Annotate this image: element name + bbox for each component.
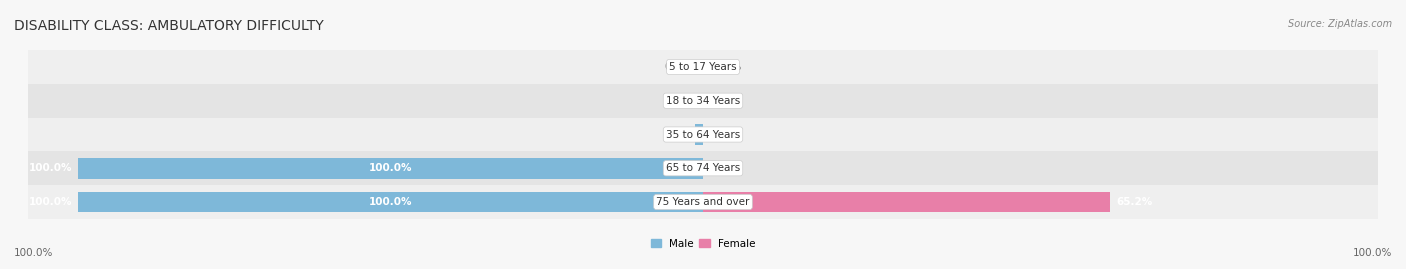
Text: 18 to 34 Years: 18 to 34 Years bbox=[666, 96, 740, 106]
Text: 65.2%: 65.2% bbox=[1116, 197, 1153, 207]
Text: 75 Years and over: 75 Years and over bbox=[657, 197, 749, 207]
Text: 35 to 64 Years: 35 to 64 Years bbox=[666, 129, 740, 140]
Bar bbox=[695, 124, 703, 145]
Text: 1.3%: 1.3% bbox=[664, 129, 690, 140]
Text: 65 to 74 Years: 65 to 74 Years bbox=[666, 163, 740, 173]
Text: 0.0%: 0.0% bbox=[716, 129, 742, 140]
Bar bbox=[28, 118, 1378, 151]
Bar bbox=[28, 50, 1378, 84]
Text: 100.0%: 100.0% bbox=[14, 248, 53, 258]
Legend: Male, Female: Male, Female bbox=[647, 235, 759, 253]
Text: 100.0%: 100.0% bbox=[28, 163, 72, 173]
Bar bbox=[79, 158, 703, 179]
Text: Source: ZipAtlas.com: Source: ZipAtlas.com bbox=[1288, 19, 1392, 29]
Bar bbox=[28, 185, 1378, 219]
Text: 0.0%: 0.0% bbox=[716, 62, 742, 72]
Text: DISABILITY CLASS: AMBULATORY DIFFICULTY: DISABILITY CLASS: AMBULATORY DIFFICULTY bbox=[14, 19, 323, 33]
Bar bbox=[79, 192, 703, 213]
Text: 100.0%: 100.0% bbox=[28, 197, 72, 207]
Text: 100.0%: 100.0% bbox=[368, 163, 412, 173]
Text: 0.0%: 0.0% bbox=[716, 96, 742, 106]
Text: 100.0%: 100.0% bbox=[1353, 248, 1392, 258]
Bar bbox=[703, 192, 1111, 213]
Text: 0.0%: 0.0% bbox=[664, 62, 690, 72]
Text: 5 to 17 Years: 5 to 17 Years bbox=[669, 62, 737, 72]
Text: 0.0%: 0.0% bbox=[664, 96, 690, 106]
Text: 100.0%: 100.0% bbox=[368, 197, 412, 207]
Text: 0.0%: 0.0% bbox=[716, 163, 742, 173]
Bar bbox=[28, 84, 1378, 118]
Bar bbox=[28, 151, 1378, 185]
